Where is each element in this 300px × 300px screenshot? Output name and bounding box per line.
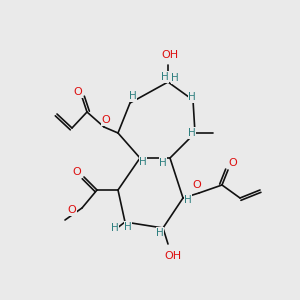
Text: O: O (193, 180, 201, 190)
Text: O: O (73, 167, 81, 177)
Text: O: O (229, 158, 237, 168)
Text: O: O (68, 205, 76, 215)
Text: H: H (156, 228, 164, 238)
Text: H: H (184, 195, 192, 205)
Text: H: H (171, 73, 179, 83)
Text: H: H (129, 91, 137, 101)
Text: H: H (161, 72, 169, 82)
Text: OH: OH (164, 251, 182, 261)
Text: H: H (139, 157, 147, 167)
Text: H: H (111, 223, 119, 233)
Text: H: H (188, 92, 196, 102)
Text: H: H (124, 222, 132, 232)
Text: H: H (188, 128, 196, 138)
Text: O: O (102, 115, 110, 125)
Text: H: H (159, 158, 167, 168)
Text: O: O (74, 87, 82, 97)
Text: OH: OH (161, 50, 178, 60)
